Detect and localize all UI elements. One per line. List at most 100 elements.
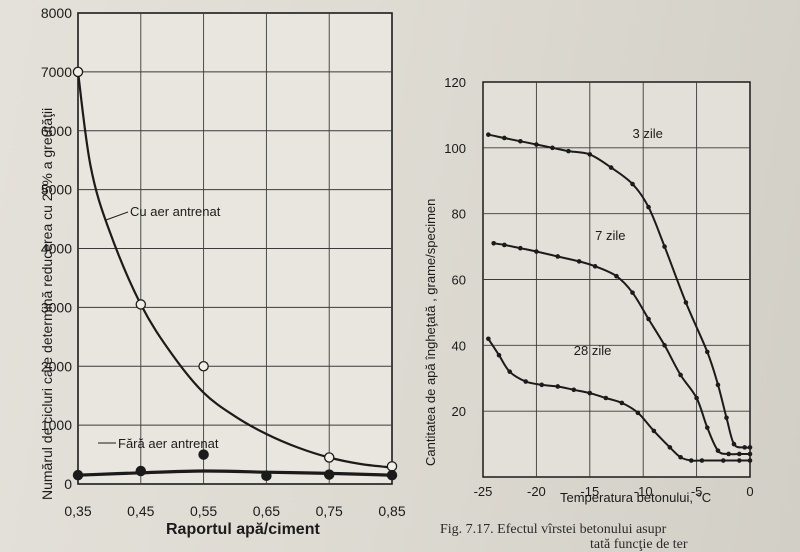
right-data-point-28-zile [721,458,726,463]
right-y-tick-label: 60 [452,273,466,288]
left-x-tick-label: 0,75 [316,503,343,519]
right-data-point-7-zile [534,249,539,254]
left-series-label-cu-aer: Cu aer antrenat [130,204,221,219]
right-data-point-7-zile [491,240,496,246]
right-data-point-28-zile [539,382,545,388]
right-data-point-28-zile [523,379,529,384]
right-data-point-7-zile [678,372,683,378]
right-data-point-7-zile [555,254,561,259]
left-y-tick-label: 8000 [41,5,72,21]
left-x-tick-label: 0,45 [127,503,154,519]
right-data-point-28-zile [496,352,502,358]
right-data-point-3-zile [518,138,523,144]
right-data-point-28-zile [699,458,705,463]
left-x-tick-label: 0,85 [378,503,405,519]
right-x-tick-label: -10 [634,484,653,499]
left-x-axis-title: Raportul apă/ciment [166,521,320,538]
right-data-point-7-zile [704,425,710,430]
left-series-label-fara-aer: Fără aer antrenat [118,436,219,451]
right-y-axis-title: Cantitatea de apă îngheţată , grame/spec… [423,199,438,466]
right-data-point-3-zile [715,382,721,388]
right-data-point-3-zile [550,145,555,151]
left-y-axis-title: Numărul de cicluri care determină reduce… [39,108,55,500]
left-y-tick-label: 5000 [41,182,72,198]
right-series-label-3-zile: 3 zile [633,126,663,141]
right-y-tick-label: 80 [452,207,466,222]
right-data-point-7-zile [715,448,721,453]
left-y-tick-label: 3000 [41,299,72,315]
right-data-point-3-zile [747,445,753,450]
left-data-point-fara-aer [261,470,272,482]
left-data-point-cu-aer [135,299,147,310]
right-data-point-3-zile [683,300,689,305]
right-data-point-7-zile [646,316,651,322]
right-data-point-7-zile [630,290,635,295]
right-data-point-7-zile [592,264,598,269]
right-data-point-7-zile [576,259,582,264]
right-data-point-7-zile [662,343,667,348]
left-series-curve-fara-aer [77,469,393,477]
left-y-tick-label: 6000 [41,123,72,139]
right-x-tick-label: -25 [474,484,493,499]
right-data-point-7-zile [737,451,742,457]
right-x-tick-label: 0 [746,484,753,499]
right-data-point-28-zile [555,384,561,389]
right-data-point-28-zile [587,390,593,396]
right-data-point-3-zile [630,181,635,187]
right-data-point-7-zile [614,273,619,279]
right-data-point-28-zile [603,395,609,401]
right-data-point-28-zile [651,428,657,434]
left-data-point-fara-aer [198,449,209,460]
right-data-point-28-zile [486,336,491,342]
right-data-point-28-zile [737,458,742,463]
right-data-point-3-zile [646,204,651,210]
left-y-tick-label: 0 [64,476,72,492]
right-data-point-7-zile [502,242,507,248]
right-data-point-3-zile [502,135,507,141]
right-x-tick-label: -15 [580,484,599,499]
right-data-point-7-zile [747,451,753,457]
right-data-point-7-zile [726,451,731,457]
left-x-tick-label: 0,35 [64,503,91,519]
right-data-point-7-zile [694,395,699,401]
right-data-point-28-zile [688,458,694,463]
right-data-point-3-zile [724,415,729,421]
right-data-point-3-zile [742,445,747,450]
left-data-point-fara-aer [386,469,398,481]
right-data-point-3-zile [704,349,710,355]
right-data-point-28-zile [747,458,753,463]
right-data-point-28-zile [635,410,641,416]
caption-line-1: Fig. 7.17. Efectul vîrstei betonului asu… [440,522,667,537]
right-data-point-3-zile [731,441,737,447]
left-label-leader [105,211,129,221]
left-data-point-fara-aer [135,465,147,477]
right-series-label-28-zile: 28 zile [574,343,612,358]
right-data-point-3-zile [587,152,593,157]
right-data-point-3-zile [486,132,491,137]
right-data-point-28-zile [667,445,673,450]
left-y-tick-label: 1000 [41,417,72,433]
right-y-tick-label: 40 [452,338,466,353]
right-data-point-28-zile [507,369,512,374]
left-y-tick-label: 2000 [41,358,72,374]
right-y-tick-label: 20 [452,404,466,419]
left-data-point-fara-aer [323,469,335,480]
right-data-point-28-zile [571,387,577,393]
left-x-tick-label: 0,65 [253,503,280,519]
left-y-tick-label: 7000 [41,64,72,80]
right-series-label-7-zile: 7 zile [595,228,625,243]
right-data-point-7-zile [518,245,523,251]
left-data-point-cu-aer [72,66,84,78]
right-data-point-28-zile [678,454,683,460]
left-data-point-cu-aer [323,452,335,463]
left-data-point-cu-aer [198,360,209,372]
right-y-tick-label: 100 [444,141,466,156]
left-data-point-fara-aer [72,469,84,481]
right-x-tick-label: -5 [691,484,703,499]
right-data-point-3-zile [662,244,667,249]
figure-caption: Fig. 7.17. Efectul vîrstei betonului asu… [440,522,800,552]
right-data-point-3-zile [566,148,571,154]
right-data-point-3-zile [608,165,614,170]
